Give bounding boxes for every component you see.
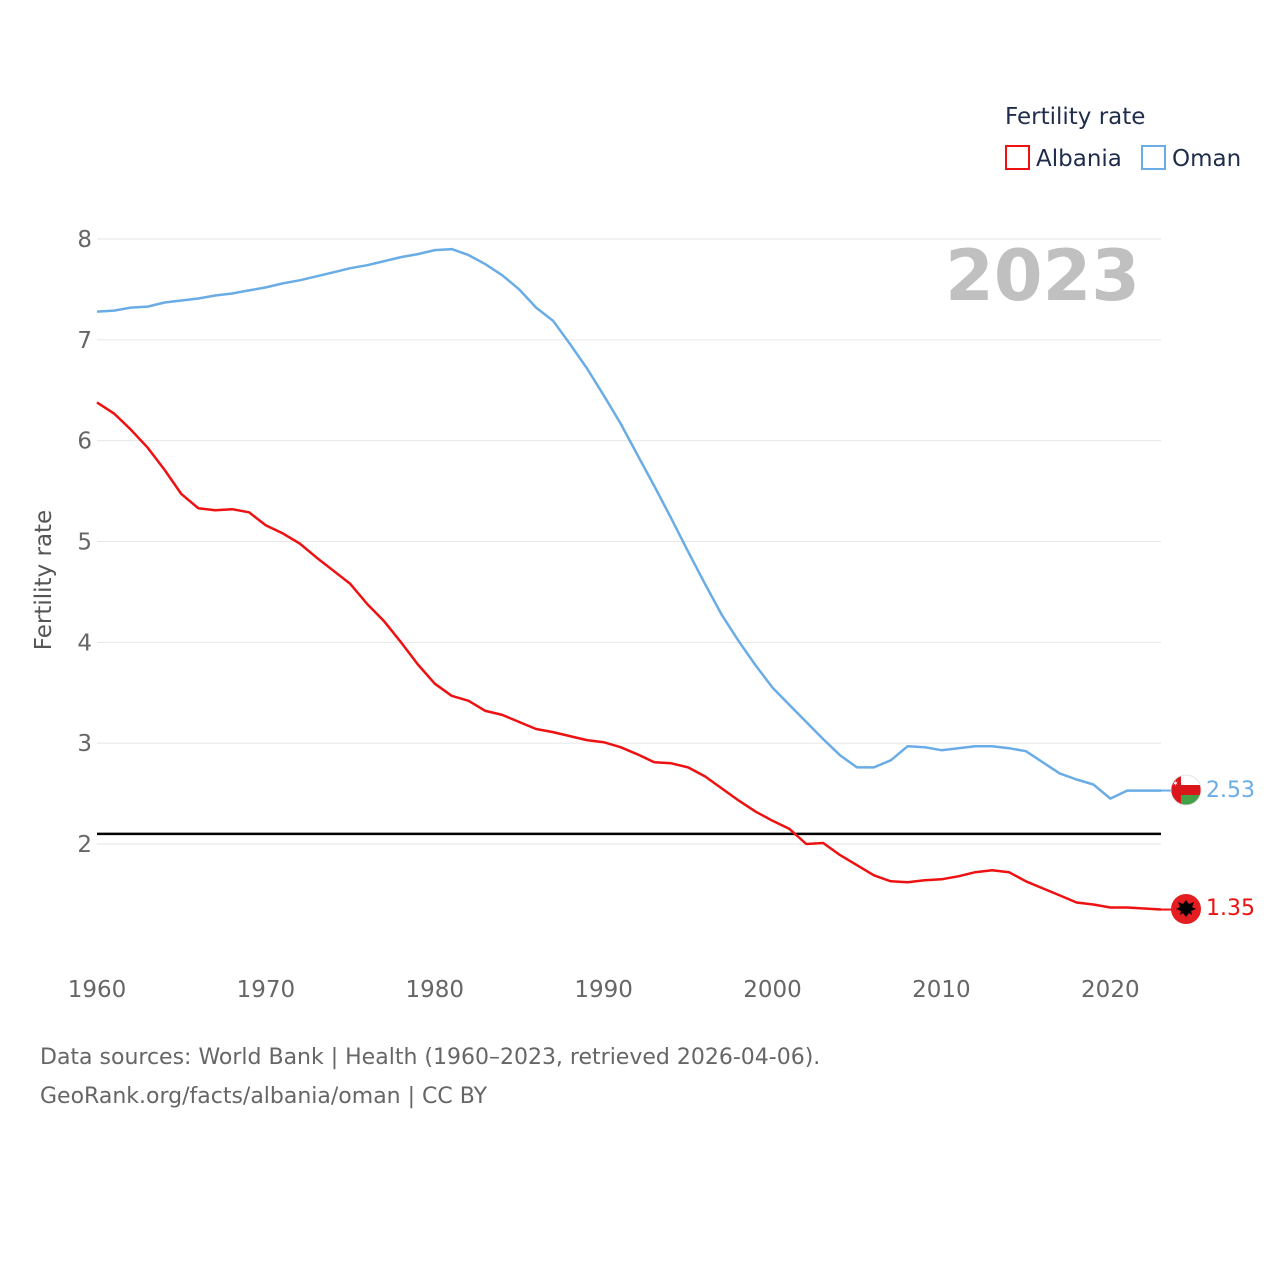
y-tick-label: 8 [77, 227, 92, 253]
x-tick-label: 2010 [912, 977, 971, 1003]
footer-attribution[interactable]: GeoRank.org/facts/albania/oman | CC BY [40, 1084, 488, 1109]
legend-item-oman[interactable]: Oman [1141, 145, 1241, 172]
y-tick-label: 6 [77, 429, 92, 455]
y-axis-title: Fertility rate [31, 510, 57, 650]
legend-item-albania[interactable]: Albania [1005, 145, 1122, 172]
x-tick-label: 1990 [574, 977, 633, 1003]
series-layer [96, 247, 1172, 911]
x-tick-label: 1980 [406, 977, 465, 1003]
year-label: 2023 [945, 235, 1140, 317]
footer-sources: Data sources: World Bank | Health (1960–… [40, 1045, 821, 1070]
legend-label-albania: Albania [1036, 146, 1122, 172]
x-axis-ticks: 1960 1970 1980 1990 2000 2010 2020 [68, 977, 1140, 1003]
albania-end-value: 1.35 [1206, 896, 1255, 921]
albania-flag-icon [1171, 894, 1201, 924]
legend: Fertility rate Albania Oman [1005, 104, 1241, 172]
series-line-albania[interactable] [96, 401, 1162, 911]
x-tick-label: 1970 [237, 977, 296, 1003]
y-axis-ticks: 2 3 4 5 6 7 8 [77, 227, 92, 858]
legend-swatch-oman [1141, 145, 1166, 170]
y-tick-label: 5 [77, 530, 92, 556]
legend-title: Fertility rate [1005, 104, 1145, 130]
legend-swatch-albania [1005, 145, 1030, 170]
legend-label-oman: Oman [1172, 146, 1241, 172]
oman-end-value: 2.53 [1206, 778, 1255, 803]
x-tick-label: 2000 [743, 977, 802, 1003]
gridlines [97, 238, 1161, 845]
y-tick-label: 2 [77, 832, 92, 858]
y-tick-label: 4 [77, 630, 92, 656]
oman-flag-icon: ✶ [1170, 774, 1202, 806]
y-tick-label: 3 [77, 731, 92, 757]
x-tick-label: 1960 [68, 977, 127, 1003]
y-tick-label: 7 [77, 328, 92, 354]
series-line-oman[interactable] [96, 247, 1161, 800]
svg-text:✶: ✶ [1172, 779, 1179, 788]
x-tick-label: 2020 [1081, 977, 1140, 1003]
